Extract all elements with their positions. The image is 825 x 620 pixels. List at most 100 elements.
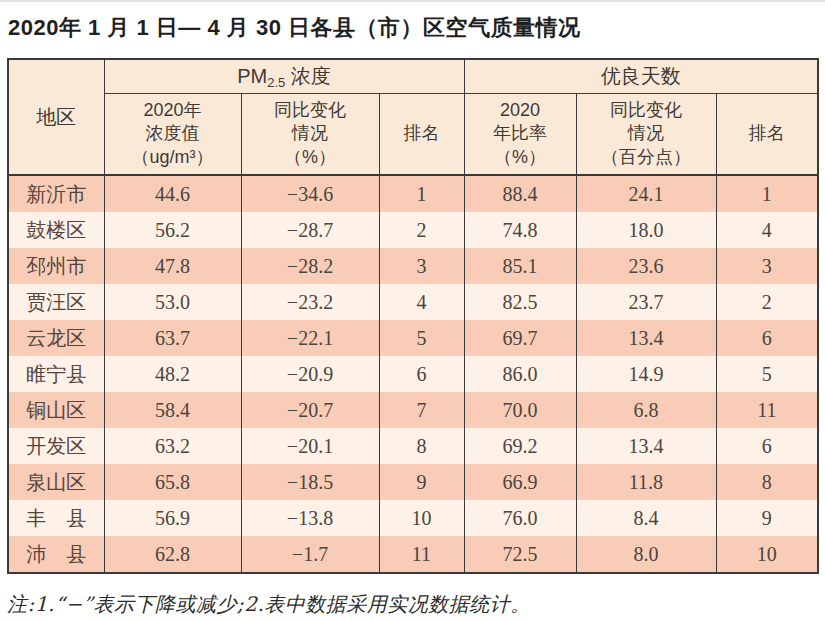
column-header-good-rank: 排名	[716, 94, 818, 176]
cell-good-rank: 5	[716, 356, 818, 392]
table-row: 丰 县56.9−13.81076.08.49	[8, 500, 818, 536]
cell-good-rate: 69.7	[464, 320, 576, 356]
table-row: 泉山区65.8−18.5966.911.88	[8, 464, 818, 500]
cell-good-change: 18.0	[576, 212, 716, 248]
pm25-label-subscript: 2.5	[267, 75, 285, 90]
cell-pm-rank: 1	[379, 175, 464, 212]
cell-pm-rank: 8	[379, 428, 464, 464]
table-body: 新沂市44.6−34.6188.424.11鼓楼区56.2−28.7274.81…	[8, 175, 818, 573]
cell-good-rank: 3	[716, 248, 818, 284]
cell-pm-rank: 2	[379, 212, 464, 248]
cell-pm-change: −23.2	[241, 284, 379, 320]
table-row: 贾汪区53.0−23.2482.523.72	[8, 284, 818, 320]
cell-pm-value: 63.2	[104, 428, 241, 464]
cell-good-change: 8.4	[576, 500, 716, 536]
cell-region: 云龙区	[8, 320, 104, 356]
column-group-good-days: 优良天数	[464, 59, 818, 94]
cell-pm-rank: 6	[379, 356, 464, 392]
cell-pm-value: 53.0	[104, 284, 241, 320]
table-row: 鼓楼区56.2−28.7274.818.04	[8, 212, 818, 248]
table-row: 新沂市44.6−34.6188.424.11	[8, 175, 818, 212]
cell-pm-change: −28.2	[241, 248, 379, 284]
cell-pm-change: −28.7	[241, 212, 379, 248]
cell-pm-rank: 4	[379, 284, 464, 320]
cell-region: 睢宁县	[8, 356, 104, 392]
cell-good-change: 23.6	[576, 248, 716, 284]
cell-pm-value: 48.2	[104, 356, 241, 392]
cell-pm-change: −20.9	[241, 356, 379, 392]
cell-pm-value: 63.7	[104, 320, 241, 356]
cell-good-rank: 6	[716, 428, 818, 464]
cell-region: 新沂市	[8, 175, 104, 212]
cell-pm-value: 62.8	[104, 536, 241, 573]
cell-good-rank: 4	[716, 212, 818, 248]
column-header-pm-value: 2020年 浓度值 （ug/m³）	[104, 94, 241, 176]
cell-good-rate: 88.4	[464, 175, 576, 212]
cell-good-rank: 9	[716, 500, 818, 536]
cell-good-rank: 2	[716, 284, 818, 320]
cell-good-change: 11.8	[576, 464, 716, 500]
cell-good-change: 13.4	[576, 320, 716, 356]
column-header-pm-change: 同比变化 情况 （%）	[241, 94, 379, 176]
cell-region: 丰 县	[8, 500, 104, 536]
column-header-good-change: 同比变化 情况 （百分点）	[576, 94, 716, 176]
pm25-label-base: PM	[237, 65, 267, 87]
pm25-label-rest: 浓度	[285, 65, 331, 87]
top-divider	[0, 0, 825, 2]
cell-good-change: 14.9	[576, 356, 716, 392]
cell-pm-value: 65.8	[104, 464, 241, 500]
column-header-pm-rank: 排名	[379, 94, 464, 176]
cell-region: 邳州市	[8, 248, 104, 284]
table-header: 地区 PM2.5 浓度 优良天数 2020年 浓度值 （ug/m³） 同比变化 …	[8, 59, 818, 175]
cell-pm-change: −13.8	[241, 500, 379, 536]
header-group-row: 地区 PM2.5 浓度 优良天数	[8, 59, 818, 94]
cell-pm-change: −20.1	[241, 428, 379, 464]
cell-pm-value: 44.6	[104, 175, 241, 212]
cell-good-rank: 8	[716, 464, 818, 500]
cell-pm-change: −1.7	[241, 536, 379, 573]
cell-pm-change: −20.7	[241, 392, 379, 428]
cell-pm-rank: 7	[379, 392, 464, 428]
cell-good-change: 23.7	[576, 284, 716, 320]
cell-pm-value: 58.4	[104, 392, 241, 428]
cell-pm-value: 47.8	[104, 248, 241, 284]
column-header-region: 地区	[8, 59, 104, 175]
cell-good-rank: 6	[716, 320, 818, 356]
cell-good-rank: 1	[716, 175, 818, 212]
cell-good-change: 13.4	[576, 428, 716, 464]
table-row: 沛 县62.8−1.71172.58.010	[8, 536, 818, 573]
table-row: 云龙区63.7−22.1569.713.46	[8, 320, 818, 356]
cell-good-rate: 82.5	[464, 284, 576, 320]
cell-pm-change: −22.1	[241, 320, 379, 356]
cell-region: 沛 县	[8, 536, 104, 573]
cell-region: 铜山区	[8, 392, 104, 428]
column-group-pm25: PM2.5 浓度	[104, 59, 464, 94]
cell-pm-rank: 10	[379, 500, 464, 536]
cell-good-rate: 85.1	[464, 248, 576, 284]
header-sub-row: 2020年 浓度值 （ug/m³） 同比变化 情况 （%） 排名 2020 年比…	[8, 94, 818, 176]
cell-good-rank: 11	[716, 392, 818, 428]
cell-pm-change: −34.6	[241, 175, 379, 212]
cell-good-rank: 10	[716, 536, 818, 573]
table-row: 铜山区58.4−20.7770.06.811	[8, 392, 818, 428]
cell-region: 贾汪区	[8, 284, 104, 320]
cell-region: 鼓楼区	[8, 212, 104, 248]
cell-good-change: 24.1	[576, 175, 716, 212]
cell-pm-rank: 9	[379, 464, 464, 500]
cell-good-rate: 69.2	[464, 428, 576, 464]
column-header-good-rate: 2020 年比率 （%）	[464, 94, 576, 176]
cell-good-change: 8.0	[576, 536, 716, 573]
cell-good-rate: 70.0	[464, 392, 576, 428]
cell-good-rate: 72.5	[464, 536, 576, 573]
cell-good-rate: 86.0	[464, 356, 576, 392]
cell-good-rate: 74.8	[464, 212, 576, 248]
table-row: 邳州市47.8−28.2385.123.63	[8, 248, 818, 284]
cell-good-rate: 66.9	[464, 464, 576, 500]
air-quality-table: 地区 PM2.5 浓度 优良天数 2020年 浓度值 （ug/m³） 同比变化 …	[7, 58, 819, 574]
cell-pm-value: 56.2	[104, 212, 241, 248]
table-row: 睢宁县48.2−20.9686.014.95	[8, 356, 818, 392]
page-title: 2020年 1 月 1 日— 4 月 30 日各县（市）区空气质量情况	[8, 13, 825, 43]
cell-pm-rank: 11	[379, 536, 464, 573]
cell-pm-rank: 3	[379, 248, 464, 284]
cell-good-rate: 76.0	[464, 500, 576, 536]
